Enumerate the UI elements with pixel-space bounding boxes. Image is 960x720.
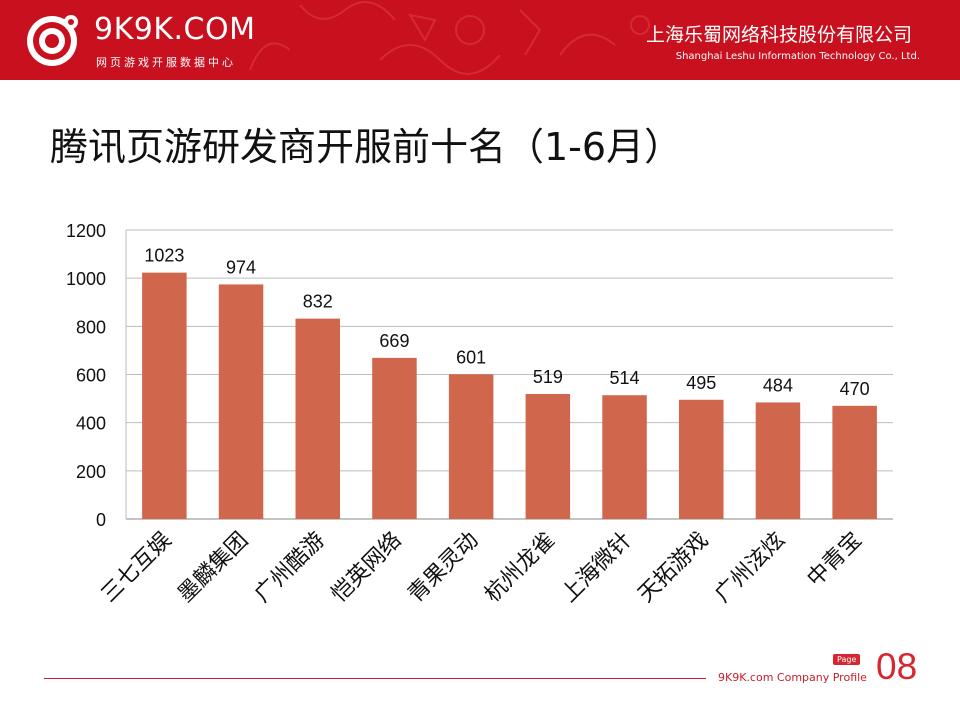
bar-0 (142, 272, 187, 519)
x-tick-label-4: 青果灵动 (403, 528, 483, 608)
bars (142, 272, 877, 519)
company-name-cn: 上海乐蜀网络科技股份有限公司 (645, 24, 912, 46)
company-name-en: Shanghai Leshu Information Technology Co… (675, 51, 920, 62)
y-tick-label: 800 (76, 317, 106, 337)
bar-4 (448, 374, 494, 519)
y-tick-label: 600 (76, 366, 106, 386)
bar-9 (832, 405, 877, 519)
y-tick-label: 0 (96, 510, 106, 530)
page-number: 08 (876, 646, 918, 687)
data-labels: 1023 974 832 669 601 519 514 495 484 470 (144, 246, 869, 399)
footer-divider (44, 678, 706, 679)
bar-5 (525, 394, 571, 519)
bar-1 (218, 284, 264, 519)
y-tick-label: 200 (76, 462, 106, 482)
slide-title: 腾讯页游研发商开服前十名（1-6月） (50, 125, 683, 169)
footer-profile-text: 9K9K.com Company Profile (718, 671, 867, 684)
y-tick-label: 1000 (66, 269, 106, 289)
x-tick-label-0: 三七互娱 (97, 528, 177, 608)
bar-6 (602, 395, 647, 519)
data-label-9: 470 (840, 379, 870, 399)
y-tick-label: 1200 (66, 221, 106, 241)
data-label-3: 669 (379, 331, 409, 351)
data-label-0: 1023 (144, 246, 184, 266)
banner-background (0, 0, 960, 80)
bar-7 (679, 399, 724, 519)
data-label-6: 514 (610, 368, 640, 388)
logo-name: 9K9K.COM (94, 12, 256, 47)
x-tick-label-1: 墨麟集团 (173, 528, 253, 608)
x-tick-label-8: 广州泫炫 (710, 528, 790, 608)
bar-8 (755, 402, 801, 519)
logo-tagline: 网页游戏开服数据中心 (96, 56, 236, 69)
y-axis-ticks: 0 200 400 600 800 1000 1200 (66, 221, 106, 530)
x-tick-label-7: 天拓游戏 (634, 528, 714, 608)
data-label-7: 495 (686, 373, 716, 393)
data-label-8: 484 (763, 375, 793, 395)
x-tick-label-9: 中青宝 (803, 528, 867, 592)
bar-2 (295, 318, 340, 519)
data-label-2: 832 (303, 292, 333, 312)
x-tick-label-5: 杭州龙雀 (480, 528, 560, 608)
x-tick-label-6: 上海微针 (557, 528, 637, 608)
x-tick-label-3: 恺英网络 (327, 528, 407, 608)
logo-icon (26, 12, 86, 70)
bar-3 (372, 357, 417, 519)
page-label: Page (833, 654, 861, 665)
data-label-4: 601 (456, 347, 486, 367)
data-label-5: 519 (533, 367, 563, 387)
y-tick-label: 400 (76, 414, 106, 434)
header-banner: 9K9K.COM 网页游戏开服数据中心 上海乐蜀网络科技股份有限公司 Shang… (0, 0, 960, 80)
data-label-1: 974 (226, 257, 256, 277)
x-tick-label-2: 广州酷游 (250, 528, 330, 608)
bar-chart: 0 200 400 600 800 1000 1200 1023 974 832 669 601 51… (66, 221, 893, 608)
